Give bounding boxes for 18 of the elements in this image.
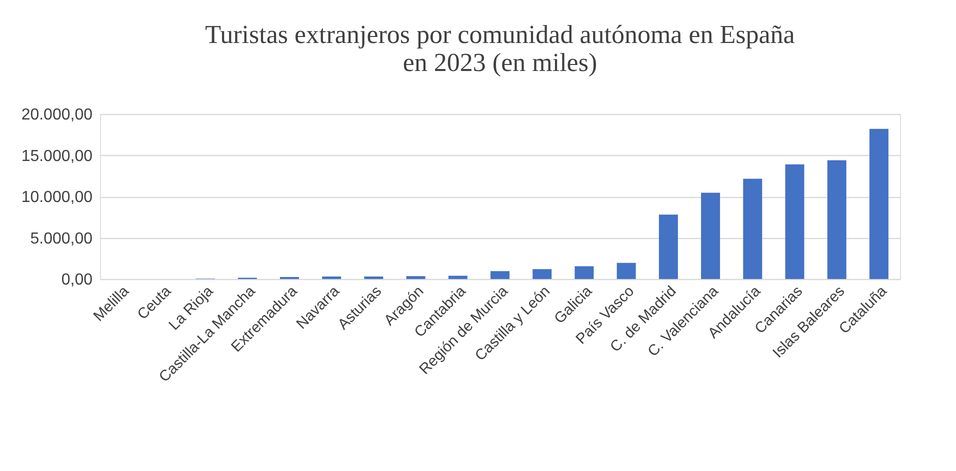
bar xyxy=(616,262,636,279)
chart-title: Turistas extranjeros por comunidad autónoma en España en 2023 (en miles) xyxy=(205,20,796,77)
bar xyxy=(827,160,846,279)
y-tick-label: 10.000,00 xyxy=(21,189,93,206)
y-tick-label: 15.000,00 xyxy=(21,148,93,165)
bar xyxy=(406,276,426,279)
bar xyxy=(701,192,720,279)
bar xyxy=(490,271,510,279)
bar xyxy=(869,128,888,279)
y-tick-label: 20.000,00 xyxy=(21,106,93,124)
y-tick-label: 0,00 xyxy=(61,272,93,288)
bar xyxy=(743,178,762,279)
bar xyxy=(448,276,468,279)
y-tick-label: 5.000,00 xyxy=(30,230,93,248)
bar xyxy=(574,266,594,279)
bar xyxy=(785,164,804,279)
bar xyxy=(532,269,552,279)
bar xyxy=(658,214,678,279)
